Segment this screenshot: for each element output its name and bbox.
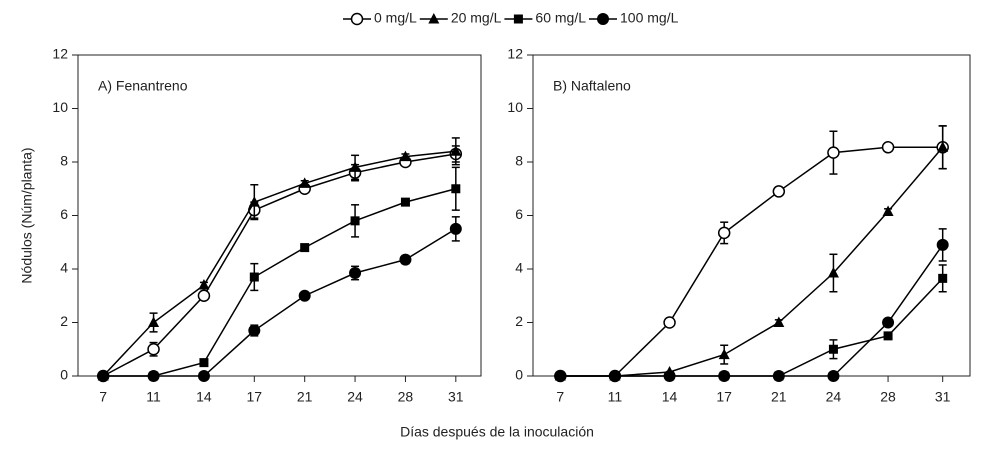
data-point	[663, 370, 676, 382]
legend-label: 0 mg/L	[374, 10, 417, 26]
x-tick-label: 14	[662, 389, 678, 405]
data-point	[299, 177, 311, 188]
data-point	[881, 141, 895, 154]
legend-label: 60 mg/L	[535, 10, 586, 26]
data-point	[349, 161, 361, 172]
data-point	[248, 324, 261, 337]
y-tick-label: 8	[515, 153, 523, 169]
series-line	[103, 188, 457, 377]
y-tick-label: 2	[515, 313, 523, 329]
plot-frame	[77, 54, 482, 377]
x-tick-label: 17	[247, 389, 263, 405]
plot-frame	[532, 54, 971, 377]
data-point	[772, 185, 786, 198]
series-line	[560, 146, 944, 377]
data-point	[198, 279, 210, 290]
data-point	[349, 267, 362, 280]
y-tick-label: 0	[60, 367, 68, 383]
legend-label: 20 mg/L	[451, 10, 502, 26]
series-line	[103, 228, 457, 377]
data-point	[827, 370, 840, 382]
x-tick-label: 17	[716, 389, 732, 405]
data-point	[298, 289, 311, 302]
data-point	[718, 370, 731, 382]
x-tick-label: 31	[935, 389, 951, 405]
x-tick-label: 28	[880, 389, 896, 405]
series-line	[560, 244, 944, 377]
y-tick-label: 2	[60, 313, 68, 329]
x-tick-label: 11	[146, 389, 161, 405]
x-tick-label: 11	[608, 389, 623, 405]
data-point	[450, 145, 462, 156]
y-axis-label: Nódulos (Núm/planta)	[19, 147, 35, 283]
data-point	[882, 205, 894, 216]
data-point	[882, 316, 895, 329]
data-point	[300, 243, 310, 253]
data-point	[399, 150, 411, 162]
x-tick-label: 21	[771, 389, 787, 405]
data-point	[399, 253, 412, 266]
panel-title: A) Fenantreno	[98, 78, 188, 94]
data-point	[147, 343, 160, 356]
data-point	[663, 316, 676, 329]
y-tick-label: 10	[507, 99, 523, 115]
x-tick-label: 7	[99, 389, 107, 405]
y-tick-label: 4	[515, 260, 523, 276]
legend-marker	[597, 13, 609, 25]
y-tick-label: 6	[515, 206, 523, 222]
data-point	[147, 370, 160, 382]
data-point	[97, 370, 110, 382]
data-point	[827, 146, 840, 159]
data-point	[936, 238, 949, 251]
y-tick-label: 6	[60, 206, 68, 222]
y-tick-label: 8	[60, 153, 68, 169]
data-point	[197, 370, 210, 382]
data-point	[938, 273, 948, 283]
data-point	[827, 267, 839, 278]
data-point	[400, 197, 410, 207]
series-line	[102, 150, 456, 377]
y-tick-label: 12	[507, 46, 523, 62]
data-point	[248, 196, 260, 207]
y-tick-label: 4	[60, 260, 68, 276]
y-tick-label: 12	[52, 46, 68, 62]
x-tick-label: 31	[448, 389, 464, 405]
data-point	[608, 370, 621, 382]
x-tick-label: 24	[826, 389, 842, 405]
data-point	[350, 216, 360, 226]
data-point	[718, 348, 730, 360]
legend-marker	[350, 12, 364, 26]
y-tick-label: 0	[515, 367, 523, 383]
series-line	[560, 146, 943, 377]
data-point	[449, 222, 462, 235]
data-point	[197, 289, 211, 302]
data-point	[451, 184, 461, 194]
y-tick-label: 10	[52, 99, 68, 115]
x-tick-label: 14	[196, 389, 212, 405]
x-tick-label: 24	[347, 389, 363, 405]
data-point	[199, 358, 209, 368]
data-point	[148, 316, 160, 327]
data-point	[554, 370, 567, 382]
legend-label: 100 mg/L	[620, 10, 679, 26]
legend-marker	[428, 13, 440, 24]
data-point	[717, 226, 731, 240]
data-point	[772, 370, 785, 382]
x-tick-label: 7	[556, 389, 564, 405]
panel-title: B) Naftaleno	[553, 78, 631, 94]
data-point	[249, 272, 259, 282]
data-point	[828, 344, 838, 354]
x-axis-label: Días después de la inoculación	[400, 424, 594, 440]
x-tick-label: 21	[297, 389, 313, 405]
legend-marker	[513, 14, 523, 24]
data-point	[883, 331, 893, 341]
data-point	[937, 141, 949, 152]
x-tick-label: 28	[398, 389, 414, 405]
series-line	[102, 153, 456, 377]
data-point	[773, 316, 785, 327]
